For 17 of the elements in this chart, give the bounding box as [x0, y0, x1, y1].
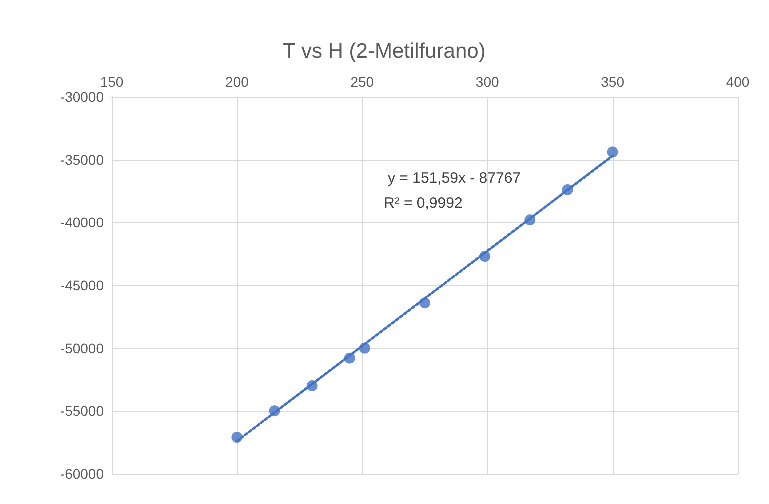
- x-tick-label: 150: [100, 74, 124, 90]
- y-tick-label: -30000: [60, 89, 104, 105]
- y-tick-label: -60000: [60, 466, 104, 482]
- y-tick-label: -55000: [60, 403, 104, 420]
- point: [607, 146, 618, 158]
- annotation: y = 151,59x - 87767: [388, 170, 522, 187]
- y-tick-label: -40000: [60, 214, 104, 231]
- y-tick-label: -45000: [60, 278, 104, 294]
- x-tick-label: 300: [476, 74, 500, 90]
- annotation: R² = 0,9992: [384, 195, 463, 212]
- y-tick-label: -50000: [60, 340, 104, 356]
- chart-title: T vs H (2-Metilfurano): [283, 40, 486, 63]
- y-tick-label: -35000: [60, 152, 104, 168]
- x-tick-label: 200: [226, 74, 250, 90]
- x-tick-label: 250: [350, 74, 374, 90]
- x-tick-label: 400: [726, 74, 750, 90]
- x-tick-label: 350: [601, 74, 625, 90]
